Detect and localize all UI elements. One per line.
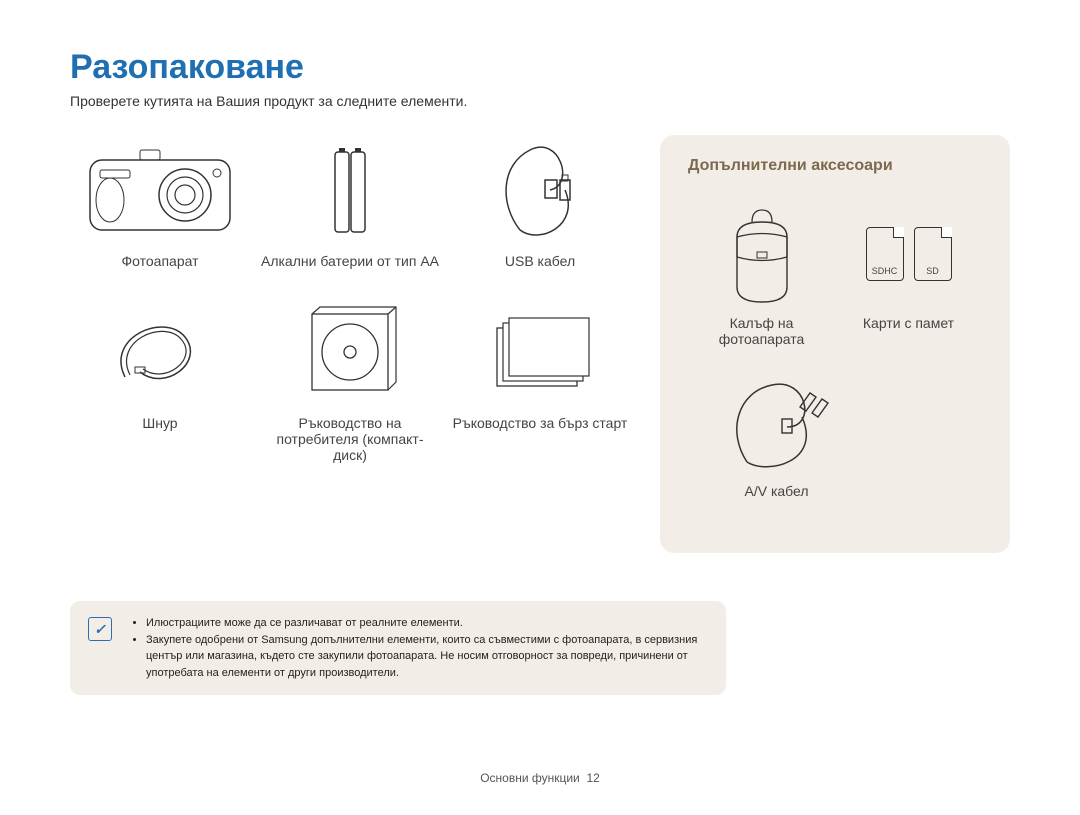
item-label: Шнур	[142, 415, 177, 431]
sdhc-card-icon: SDHC	[866, 227, 904, 281]
acc-label: Калъф на фотоапарата	[688, 315, 835, 347]
cd-icon	[300, 297, 400, 407]
usb-cable-icon	[490, 135, 590, 245]
item-quickstart: Ръководство за бърз старт	[450, 297, 630, 463]
page-title: Разопаковане	[70, 48, 1010, 87]
items-grid: Фотоапарат Алкални батерии от тип AA	[70, 135, 630, 463]
content-columns: Фотоапарат Алкални батерии от тип AA	[70, 135, 1010, 553]
acc-case: Калъф на фотоапарата	[688, 199, 835, 347]
accessories-box: Допълнителни аксесоари Калъф на фотоапар…	[660, 135, 1010, 553]
camera-case-icon	[722, 199, 802, 309]
item-label: Алкални батерии от тип AA	[261, 253, 439, 269]
booklet-icon	[485, 297, 595, 407]
av-cable-icon	[722, 367, 832, 477]
note-list: Илюстрациите може да се различават от ре…	[130, 615, 708, 681]
info-icon: ✓	[88, 617, 112, 641]
footer-section: Основни функции	[480, 771, 580, 785]
optional-accessories-panel: Допълнителни аксесоари Калъф на фотоапар…	[660, 135, 1010, 553]
sd-cards-icon: SDHC SD	[866, 199, 952, 309]
item-label: Ръководство за бърз старт	[453, 415, 628, 431]
acc-label: A/V кабел	[744, 483, 808, 499]
acc-av-cable: A/V кабел	[708, 367, 845, 499]
footer-page: 12	[586, 771, 599, 785]
page-subtitle: Проверете кутията на Вашия продукт за сл…	[70, 93, 1010, 109]
strap-icon	[105, 297, 215, 407]
acc-label: Карти с памет	[863, 315, 954, 331]
included-items: Фотоапарат Алкални батерии от тип AA	[70, 135, 630, 553]
item-camera: Фотоапарат	[70, 135, 250, 269]
accessories-row-1: Калъф на фотоапарата SDHC SD Карти с пам…	[688, 199, 982, 347]
note-item: Закупете одобрени от Samsung допълнителн…	[146, 632, 708, 682]
item-label: Ръководство на потребителя (компакт-диск…	[260, 415, 440, 463]
accessories-heading: Допълнителни аксесоари	[688, 157, 982, 175]
batteries-icon	[325, 135, 375, 245]
item-batteries: Алкални батерии от тип AA	[260, 135, 440, 269]
note-item: Илюстрациите може да се различават от ре…	[146, 615, 708, 632]
acc-memory-cards: SDHC SD Карти с памет	[835, 199, 982, 331]
item-strap: Шнур	[70, 297, 250, 463]
item-manual-cd: Ръководство на потребителя (компакт-диск…	[260, 297, 440, 463]
note-box: ✓ Илюстрациите може да се различават от …	[70, 601, 726, 695]
camera-icon	[85, 135, 235, 245]
item-usb: USB кабел	[450, 135, 630, 269]
accessories-row-2: A/V кабел	[688, 367, 982, 499]
sd-card-icon: SD	[914, 227, 952, 281]
item-label: Фотоапарат	[122, 253, 199, 269]
page-footer: Основни функции 12	[0, 771, 1080, 785]
item-label: USB кабел	[505, 253, 575, 269]
manual-page: Разопаковане Проверете кутията на Вашия …	[0, 0, 1080, 815]
